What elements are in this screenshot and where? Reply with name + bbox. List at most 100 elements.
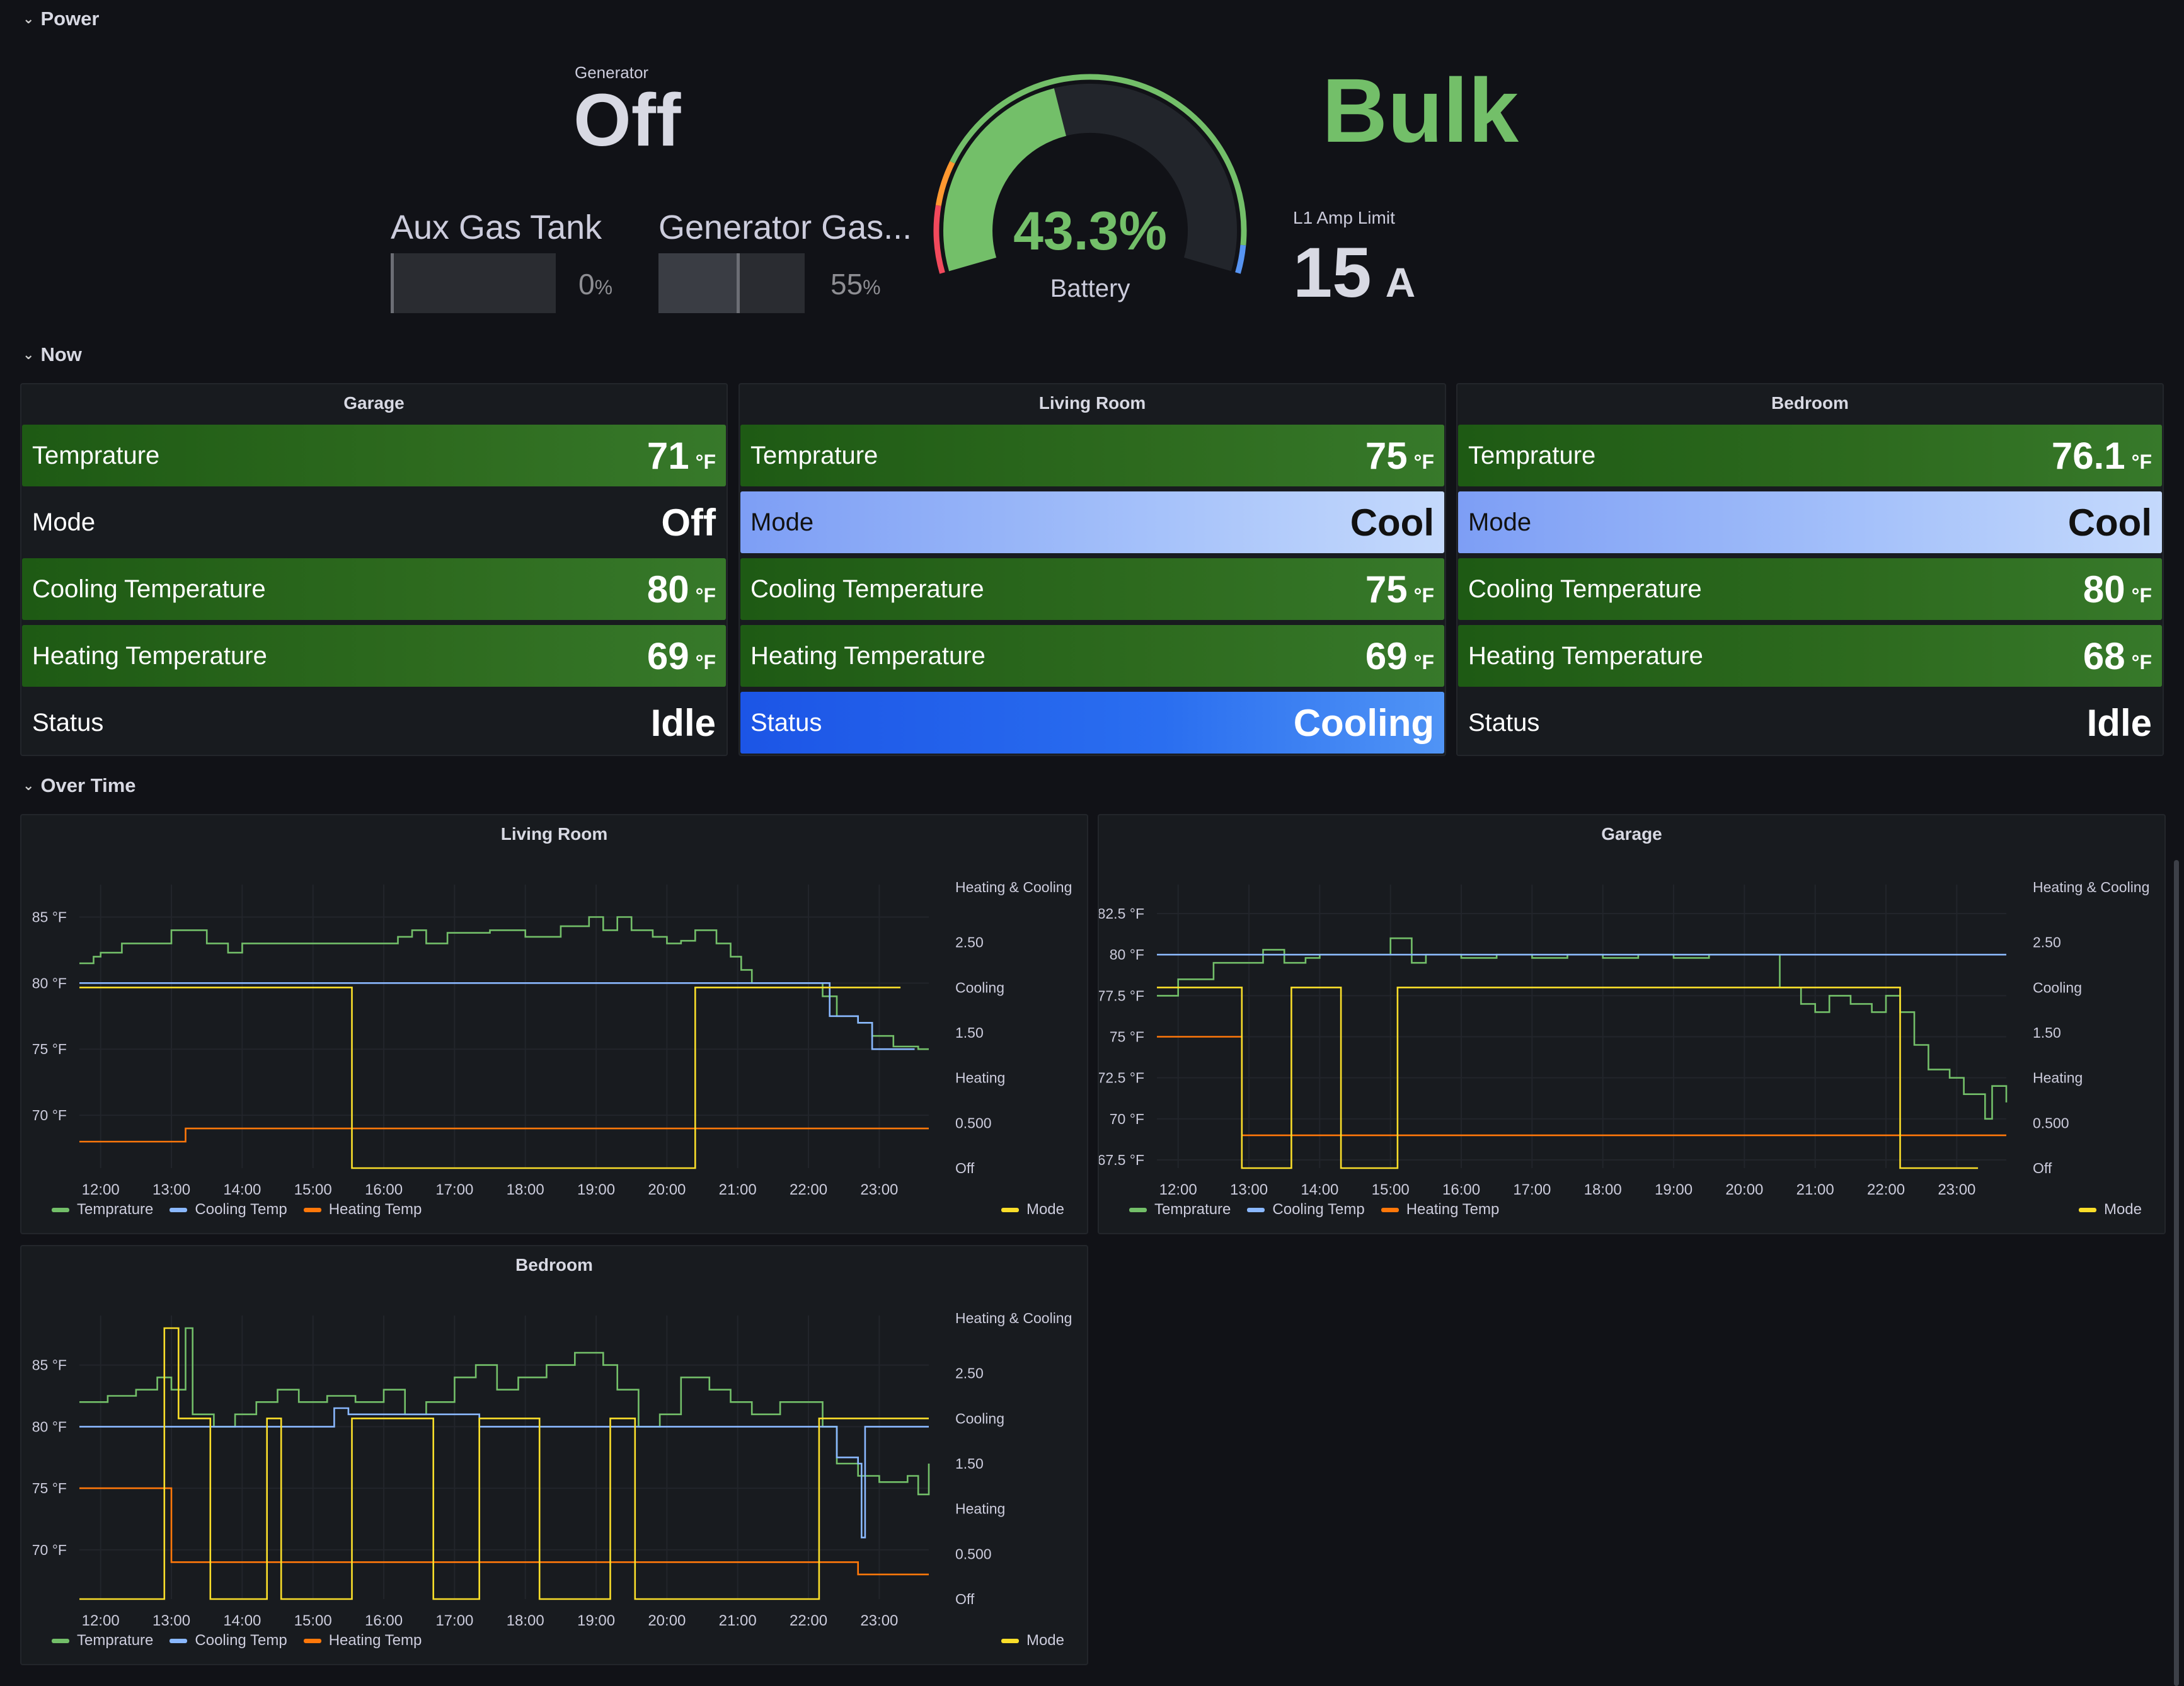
aux-gas-unit: % (594, 276, 613, 299)
y-axis-title-right: Heating & Cooling (955, 1310, 1072, 1326)
stat-row-unit: °F (695, 650, 716, 674)
chart-legend-right: Mode (1001, 1632, 1064, 1649)
x-tick-label: 17:00 (1513, 1181, 1551, 1198)
chart-title: Living Room (500, 824, 608, 844)
y-tick-label-left: 85 °F (32, 909, 67, 925)
chevron-down-icon: ⌄ (23, 11, 35, 26)
row-title-over-time: Over Time (40, 774, 136, 796)
stat-row-label: Temprature (1468, 441, 1596, 469)
chart-panel-living-room: Living Room 12:00 13:00 14:00 15:00 16:00 17:… (20, 814, 1088, 1234)
legend-item-cool[interactable]: Cooling Temp (170, 1632, 287, 1649)
row-header-over-time[interactable]: ⌄ Over Time (23, 774, 136, 797)
row-header-now[interactable]: ⌄ Now (23, 343, 82, 366)
stat-row-status: Status Idle (1458, 692, 2162, 754)
panel-title: Living Room (1038, 393, 1146, 413)
legend-swatch (170, 1208, 188, 1213)
x-tick-label: 19:00 (577, 1612, 615, 1629)
page-scrollbar[interactable] (2174, 860, 2179, 1686)
y-tick-label-right: 0.500 (955, 1546, 992, 1562)
stat-row-value: 80 (647, 568, 689, 611)
y-tick-label-right: Heating (955, 1501, 1005, 1517)
stat-row-mode: Mode Cool (1458, 491, 2162, 553)
y-tick-label-left: 70 °F (1110, 1111, 1144, 1127)
x-tick-label: 23:00 (1938, 1181, 1975, 1198)
stat-row-unit: °F (2131, 450, 2152, 473)
series-line-temprature (79, 916, 929, 1050)
y-tick-label-right: Heating (2033, 1070, 2083, 1086)
stat-row-value: 68 (2083, 634, 2125, 677)
stat-row-temprature: Temprature 71 °F (22, 425, 726, 486)
y-tick-label-right: 2.50 (955, 934, 984, 951)
stat-row-value-wrap: 80 °F (2083, 568, 2152, 611)
legend-item-heat[interactable]: Heating Temp (303, 1632, 422, 1649)
x-tick-label: 22:00 (1867, 1181, 1905, 1198)
gauge-threshold-orange (935, 161, 955, 206)
now-panel-bedroom: Bedroom Temprature 76.1 °F Mode Cool Cooling T… (1456, 383, 2164, 756)
y-tick-label-left: 70 °F (32, 1107, 67, 1123)
y-tick-label-left: 75 °F (32, 1041, 67, 1057)
y-tick-label-right: Off (2033, 1160, 2052, 1176)
stat-row-value: 71 (647, 434, 689, 477)
legend-label: Cooling Temp (1272, 1201, 1365, 1218)
legend-label: Heating Temp (328, 1201, 422, 1218)
legend-item-heat[interactable]: Heating Temp (1381, 1201, 1499, 1219)
stat-row-label: Temprature (750, 441, 878, 469)
legend-item-mode[interactable]: Mode (2078, 1201, 2142, 1219)
stat-row-value: 75 (1365, 434, 1408, 477)
x-tick-label: 20:00 (648, 1612, 686, 1629)
stat-row-value: Cooling (1293, 701, 1434, 744)
gauge-threshold-red (933, 205, 945, 274)
row-header-power[interactable]: ⌄ Power (23, 8, 99, 30)
x-tick-label: 15:00 (294, 1181, 332, 1198)
stat-row-value-wrap: Cool (2068, 501, 2152, 544)
stat-row-value-wrap: 68 °F (2083, 634, 2152, 678)
stat-row-label: Status (750, 708, 822, 737)
legend-item-mode[interactable]: Mode (1001, 1632, 1064, 1649)
stat-row-label: Heating Temperature (32, 641, 267, 670)
legend-item-heat[interactable]: Heating Temp (303, 1201, 422, 1219)
x-tick-label: 15:00 (1372, 1181, 1410, 1198)
legend-item-temp[interactable]: Temprature (52, 1632, 153, 1649)
stat-row-value-wrap: Idle (651, 701, 716, 745)
x-tick-label: 22:00 (790, 1612, 827, 1629)
gen-gas-unit: % (863, 276, 881, 299)
stat-row-value: Off (661, 501, 716, 544)
aux-gas-value: 0 (578, 268, 595, 301)
x-tick-label: 21:00 (1796, 1181, 1834, 1198)
now-panel-garage: Garage Temprature 71 °F Mode Off Cooling Tempe… (20, 383, 728, 756)
legend-item-cool[interactable]: Cooling Temp (1247, 1201, 1365, 1219)
x-tick-label: 16:00 (365, 1612, 403, 1629)
chart-panel-bedroom: Bedroom 12:00 13:00 14:00 15:00 16:00 17:00 18… (20, 1245, 1088, 1665)
panel-title: Garage (343, 393, 405, 413)
series-line-mode (79, 1327, 929, 1600)
legend-item-mode[interactable]: Mode (1001, 1201, 1064, 1219)
stat-row-label: Heating Temperature (750, 641, 986, 670)
y-tick-label-right: Cooling (955, 979, 1004, 995)
y-tick-label-left: 75 °F (32, 1480, 67, 1496)
stat-row-mode: Mode Cool (740, 491, 1444, 553)
aux-gas-bar (391, 253, 556, 313)
y-axis-title-right: Heating & Cooling (2033, 879, 2149, 895)
stat-row-value: 76.1 (2051, 434, 2125, 477)
x-tick-label: 14:00 (1301, 1181, 1338, 1198)
chart-panel-garage: Garage 12:00 13:00 14:00 15:00 16:00 17:00 18:… (1098, 814, 2166, 1234)
y-tick-label-right: 0.500 (2033, 1115, 2069, 1131)
stat-row-label: Mode (750, 508, 814, 536)
legend-item-temp[interactable]: Temprature (52, 1201, 153, 1219)
x-tick-label: 21:00 (719, 1181, 757, 1198)
series-line-temprature (1157, 937, 2008, 1120)
legend-item-cool[interactable]: Cooling Temp (170, 1201, 287, 1219)
legend-label: Mode (1026, 1632, 1064, 1649)
y-axis-title-right: Heating & Cooling (955, 879, 1072, 895)
stat-row-unit: °F (695, 583, 716, 607)
stat-row-value-wrap: 69 °F (1365, 634, 1434, 678)
gen-gas-marker (736, 253, 740, 313)
gauge-threshold-blue (1235, 244, 1246, 274)
legend-item-temp[interactable]: Temprature (1129, 1201, 1231, 1219)
y-tick-label-left: 80 °F (32, 975, 67, 991)
legend-label: Mode (1026, 1201, 1064, 1218)
stat-row-value: Idle (650, 701, 716, 744)
legend-swatch (170, 1639, 188, 1644)
x-tick-label: 17:00 (435, 1612, 473, 1629)
series-line-cooling-temp (79, 1407, 929, 1539)
